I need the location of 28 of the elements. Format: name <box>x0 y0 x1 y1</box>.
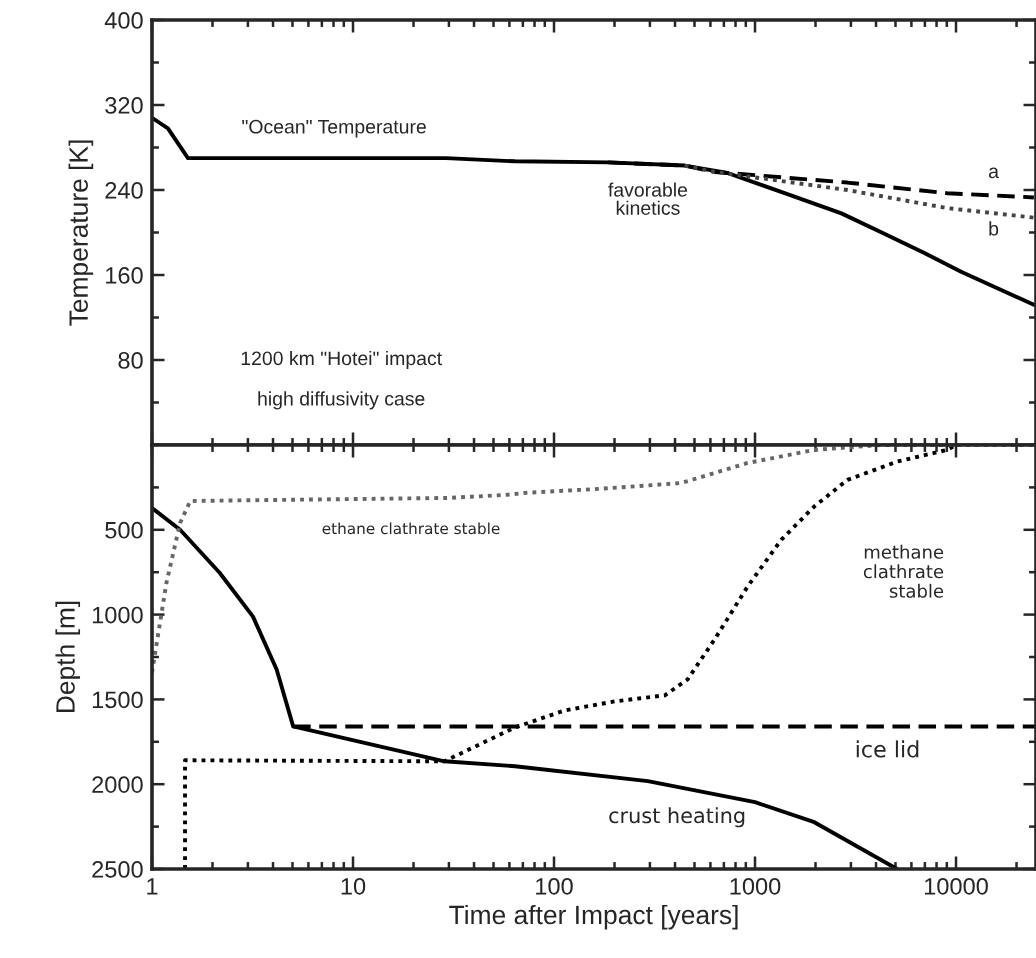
annotation: methane clathrate stable <box>863 544 944 598</box>
y-tick-label: 2500 <box>92 861 143 878</box>
x-tick-label: 10000 <box>924 877 988 895</box>
y-tick-label: 2000 <box>92 776 143 793</box>
annotation: crust heating <box>609 807 745 828</box>
y-tick-label: 240 <box>105 182 143 199</box>
x-axis-title: Time after Impact [years] <box>449 904 738 930</box>
y-tick-label: 1500 <box>92 691 143 709</box>
x-tick-label: 100 <box>536 877 573 895</box>
y-tick-label: 1000 <box>92 606 143 624</box>
x-tick-label: 10 <box>341 877 366 895</box>
annotation: ethane clathrate stable <box>322 522 500 535</box>
x-tick-label: 1000 <box>730 877 781 895</box>
annotation: high diffusivity case <box>258 391 425 410</box>
annotation: ice lid <box>856 740 919 758</box>
y-axis-title: Depth [m] <box>55 601 81 713</box>
y-axis-title: Temperature [K] <box>68 140 94 326</box>
y-tick-label: 500 <box>105 521 143 539</box>
x-tick-label: 1 <box>147 878 158 895</box>
y-tick-label: 160 <box>106 267 143 284</box>
y-tick-label: 320 <box>105 97 143 114</box>
annotation: favorable kinetics <box>608 182 688 215</box>
y-tick-label: 400 <box>104 12 143 29</box>
annotation: 1200 km "Hotei" impact <box>241 350 442 370</box>
annotation: "Ocean" Temperature <box>242 119 426 138</box>
annotation: b <box>989 221 999 236</box>
y-tick-label: 80 <box>118 352 143 369</box>
annotation: a <box>988 167 999 179</box>
